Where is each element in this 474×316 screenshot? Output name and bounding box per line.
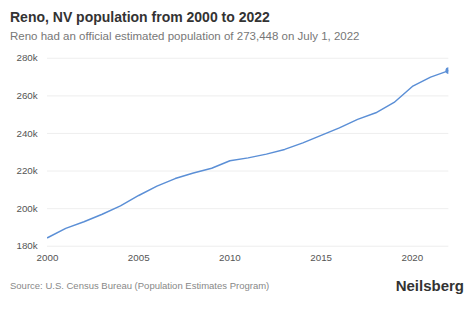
svg-text:2000: 2000	[37, 252, 59, 263]
svg-text:2020: 2020	[401, 252, 423, 263]
html-text:Neilsberg: Neilsberg	[395, 277, 464, 295]
html-text:Reno had an official estimated: Reno had an official estimated populatio…	[10, 30, 360, 42]
svg-text:2010: 2010	[219, 252, 241, 263]
svg-text:2005: 2005	[128, 252, 150, 263]
svg-text:200k: 200k	[17, 203, 38, 214]
svg-text:180k: 180k	[17, 240, 38, 251]
svg-text:2015: 2015	[310, 252, 332, 263]
svg-text:260k: 260k	[17, 90, 38, 101]
html-text:Source: U.S. Census Bureau (Po: Source: U.S. Census Bureau (Population E…	[10, 280, 270, 292]
svg-text:280k: 280k	[17, 52, 38, 63]
svg-text:240k: 240k	[17, 128, 38, 139]
svg-text:220k: 220k	[17, 165, 38, 176]
html-text:Reno, NV population from 2000: Reno, NV population from 2000 to 2022	[10, 9, 270, 25]
